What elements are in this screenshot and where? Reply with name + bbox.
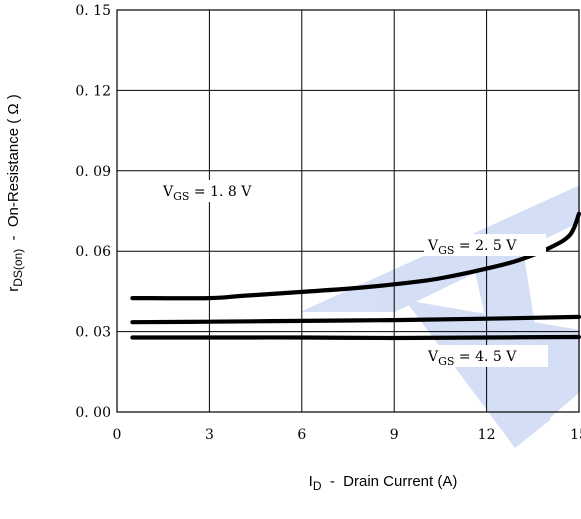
y-tick-label: 0. 15 — [75, 3, 111, 19]
x-tick-label: 12 — [478, 427, 496, 443]
series-label-bg — [424, 234, 546, 256]
x-axis-label: ID - Drain Current (A) — [309, 473, 458, 493]
series-label-bg — [424, 345, 548, 367]
x-axis-label-main: I — [309, 473, 313, 490]
label-vgs-4-5v: VGS = 4. 5 V — [427, 349, 517, 368]
x-axis-label-rest: - Drain Current (A) — [321, 473, 457, 490]
curve-vgs-4-5v — [130, 334, 581, 341]
y-tick-label: 0. 03 — [75, 325, 111, 341]
x-axis-label-sub: D — [313, 479, 322, 493]
y-axis-label-rest: - On-Resistance ( Ω ) — [5, 94, 22, 249]
y-tick-label: 0. 09 — [75, 164, 111, 180]
label-vgs-2-5v: VGS = 2. 5 V — [427, 238, 517, 257]
x-tick-label: 9 — [390, 427, 399, 443]
y-tick-label: 0. 12 — [75, 83, 111, 99]
curve-vgs-1-8v — [130, 211, 581, 301]
x-tick-label: 15 — [570, 427, 581, 443]
series-label-bg — [159, 180, 279, 202]
label-vgs-1-8v: VGS = 1. 8 V — [162, 184, 252, 203]
series-labels: VGS = 1. 8 V VGS = 2. 5 V VGS = 4. 5 V — [159, 180, 548, 368]
x-tick-label: 3 — [205, 427, 214, 443]
y-axis-label-main: r — [5, 287, 22, 292]
y-axis-label: rDS(on) - On-Resistance ( Ω ) — [5, 94, 25, 292]
x-tick-label: 0 — [113, 427, 122, 443]
y-tick-label: 0. 06 — [75, 244, 111, 260]
y-tick-label: 0. 00 — [75, 405, 111, 421]
y-axis-label-sub: DS(on) — [11, 249, 25, 287]
x-tick-label: 6 — [297, 427, 306, 443]
plot-frame — [116, 9, 580, 413]
tick-labels: 0 3 6 9 12 15 0. 00 0. 03 0. 06 0. 09 0. 12 0. 15 — [75, 3, 581, 443]
curve-vgs-2-5v — [130, 314, 581, 325]
data-curves — [130, 211, 581, 341]
